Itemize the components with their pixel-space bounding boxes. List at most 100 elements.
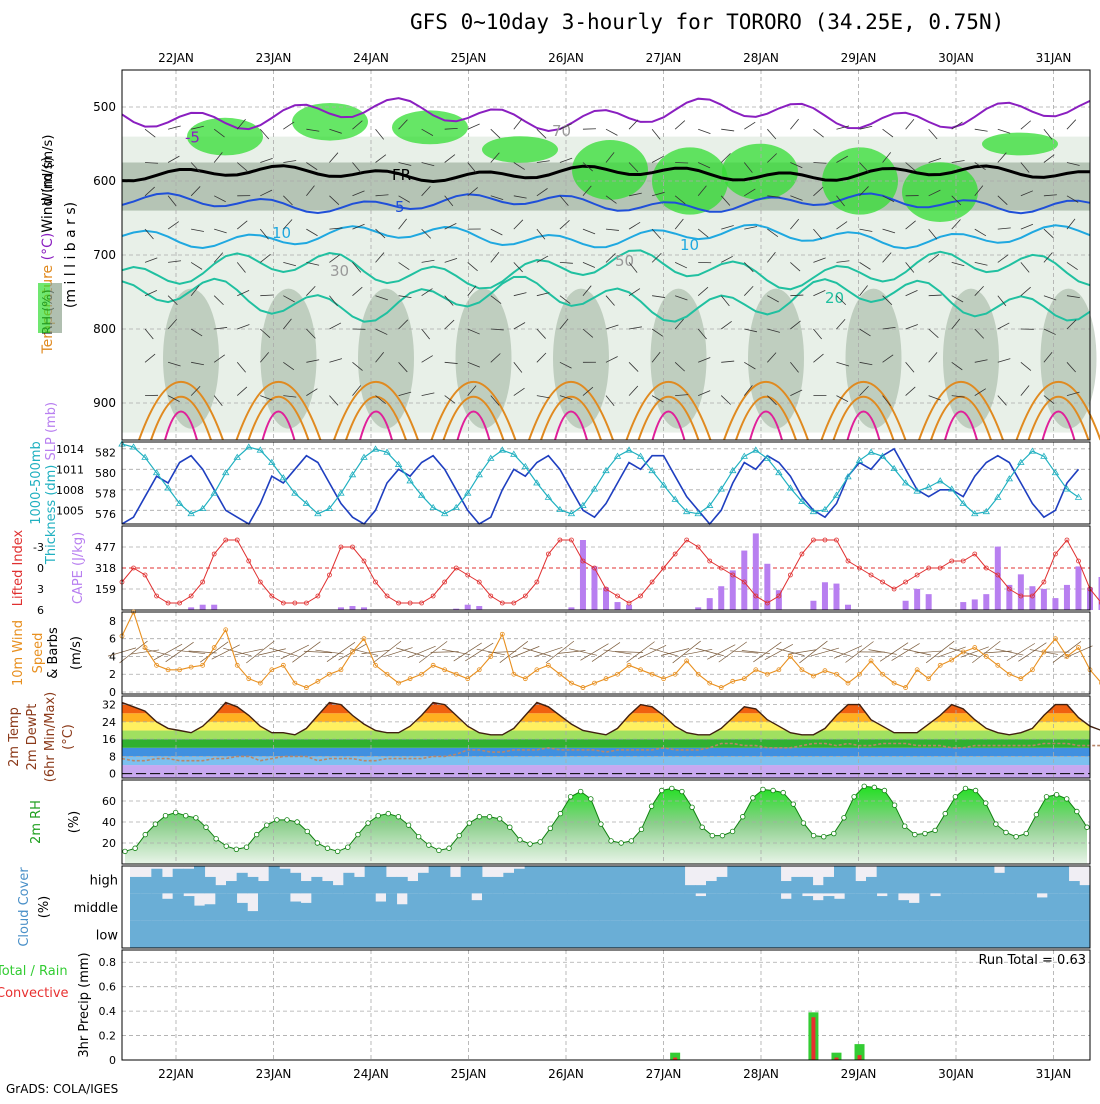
rh-marker — [143, 832, 148, 837]
rh-marker — [406, 823, 411, 828]
cloud-cell — [770, 866, 781, 893]
cloud-cell — [621, 921, 632, 948]
rh-marker — [518, 838, 523, 843]
cloud-cell — [354, 921, 365, 948]
rh-dry-column — [261, 289, 317, 429]
cloud-cell — [727, 893, 738, 920]
wind-tick-label: 6 — [109, 633, 116, 646]
cloud-cell — [717, 893, 728, 920]
cloud-cell — [621, 866, 632, 893]
cloud-cell — [365, 921, 376, 948]
rh-marker — [1075, 809, 1080, 814]
cloud-cell — [205, 877, 216, 893]
slp-tick-label: 1005 — [56, 504, 84, 517]
cloud-cell — [962, 921, 973, 948]
rh-marker — [852, 795, 857, 800]
cloud-cell — [503, 873, 514, 894]
cloud-cell — [695, 896, 706, 921]
cape-bar — [465, 605, 471, 610]
pressure-tick-label: 600 — [93, 174, 116, 188]
rh-marker — [720, 833, 725, 838]
rh-marker — [285, 818, 290, 823]
temp-tick-label: 32 — [102, 699, 116, 712]
rh-marker — [254, 832, 259, 837]
cloud-cell — [567, 893, 578, 920]
cloud-cell — [535, 921, 546, 948]
cloud-cell — [1037, 866, 1048, 893]
cape-bar — [580, 540, 586, 610]
cloud-cell — [397, 877, 408, 893]
contour-label: 10 — [272, 224, 291, 242]
cloud-row-label: low — [96, 928, 119, 943]
rh-marker — [700, 825, 705, 830]
rh-moist-patch — [982, 133, 1058, 156]
cloud-cell — [343, 921, 354, 948]
cloud-cell — [770, 893, 781, 920]
cloud-cell — [226, 921, 237, 948]
cloud-cell — [706, 921, 717, 948]
cloud-cell — [589, 866, 600, 893]
pressure-tick-label: 900 — [93, 396, 116, 410]
cloud-cell — [749, 921, 760, 948]
thickness-line — [122, 444, 1079, 514]
rh-marker — [204, 825, 209, 830]
rh-marker — [670, 786, 675, 791]
cloud-cell — [727, 866, 738, 893]
temp-axis-label: 2m Temp — [7, 707, 22, 767]
cloud-cell — [194, 906, 205, 921]
cloud-cell — [1079, 893, 1090, 920]
cloud-cell — [1037, 897, 1048, 920]
cloud-cell — [759, 893, 770, 920]
cloud-cell — [237, 903, 248, 921]
rh-marker — [123, 849, 128, 854]
cloud-cell — [215, 921, 226, 948]
slp-axis-label-part: 1000-500mb — [29, 441, 44, 525]
cloud-cell — [311, 893, 322, 920]
bottom-date-label: 23JAN — [256, 1067, 292, 1081]
cloud-cell — [941, 866, 952, 893]
cloud-cell — [482, 921, 493, 948]
cloud-cell — [983, 866, 994, 893]
rh-marker — [244, 845, 249, 850]
rh-marker — [1004, 830, 1009, 835]
cloud-cell — [1037, 921, 1048, 948]
rh-dry-column — [553, 289, 609, 429]
cloud-cell — [215, 893, 226, 920]
cape-bar — [707, 598, 713, 610]
cloud-cell — [503, 921, 514, 948]
cloud-cell — [1005, 921, 1016, 948]
cloud-cell — [930, 866, 941, 893]
cloud-cell — [834, 899, 845, 921]
rh-marker — [325, 846, 330, 851]
cloud-cell — [1026, 866, 1037, 893]
cloud-cell — [599, 921, 610, 948]
cloud-cell — [834, 921, 845, 948]
cloud-cell — [1069, 881, 1080, 893]
rh-moist-patch — [292, 103, 368, 141]
rh-marker — [133, 846, 138, 851]
wind-unit-label: (m/s) — [69, 636, 84, 670]
cloud-cell — [717, 921, 728, 948]
cloud-cell — [663, 893, 674, 920]
rh-marker — [832, 831, 837, 836]
rh-moist-patch — [392, 110, 468, 144]
cape-bar — [822, 582, 828, 610]
contour-label: 30 — [330, 262, 349, 280]
cloud-cell — [546, 866, 557, 893]
contour-label: 50 — [615, 252, 634, 270]
cloud-cell — [951, 866, 962, 893]
precip-total-label: Total / Rain — [0, 964, 68, 979]
rh-marker — [1064, 797, 1069, 802]
cloud-cell — [1069, 893, 1080, 920]
rh-marker — [568, 795, 573, 800]
cloud-cell — [578, 866, 589, 893]
rh-marker — [386, 811, 391, 816]
cloud-cell — [247, 921, 258, 948]
cloud-cell — [941, 893, 952, 920]
pressure-tick-label: 500 — [93, 100, 116, 114]
wind-barbs-axis-label: & Barbs — [46, 627, 61, 679]
cloud-cell — [205, 921, 216, 948]
rh-marker — [295, 820, 300, 825]
cloud-cell — [525, 866, 536, 893]
